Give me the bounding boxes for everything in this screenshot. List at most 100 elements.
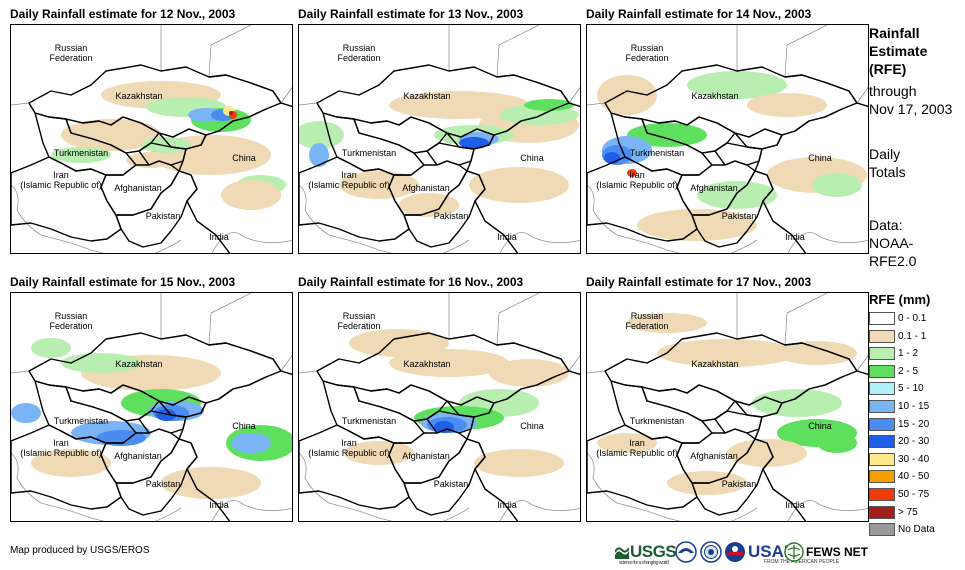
legend-swatch — [869, 347, 895, 361]
rainfall-patch — [637, 209, 757, 241]
country-border — [299, 156, 410, 242]
rainfall-patch — [469, 167, 569, 203]
legend-item: No Data — [869, 521, 964, 539]
country-border — [466, 342, 580, 521]
rainfall-patch — [339, 171, 419, 199]
minor-border — [299, 293, 580, 374]
map-label-turkmenistan: Turkmenistan — [629, 148, 685, 158]
rainfall-patch — [231, 433, 271, 453]
legend-item: 15 - 20 — [869, 416, 964, 434]
map-label-afghanistan: Afghanistan — [690, 451, 738, 461]
rainfall-patch — [459, 137, 489, 149]
rainfall-patch — [627, 313, 707, 333]
map-label-kazakhstan: Kazakhstan — [691, 91, 739, 101]
usgs-logo: USGS science for a changing world — [615, 540, 677, 566]
map-label-india: India — [209, 232, 229, 242]
country-border — [11, 424, 122, 510]
rainfall-map — [587, 293, 868, 521]
map-label-afghanistan: Afghanistan — [690, 183, 738, 193]
panel-title-16-nov: Daily Rainfall estimate for 16 Nov., 200… — [298, 275, 524, 289]
rainfall-patch — [229, 111, 233, 115]
map-label-afghanistan: Afghanistan — [402, 183, 450, 193]
legend-item: 1 - 2 — [869, 345, 964, 363]
rainfall-patch — [389, 91, 529, 119]
country-border — [587, 424, 698, 510]
rainfall-patch — [597, 75, 657, 115]
rainfall-patch — [627, 123, 707, 147]
rainfall-map — [299, 25, 580, 253]
rainfall-map — [587, 25, 868, 253]
legend-swatch — [869, 523, 895, 537]
legend-item: 0.1 - 1 — [869, 328, 964, 346]
map-label-china: China — [808, 153, 832, 163]
legend-label: 2 - 5 — [898, 365, 919, 377]
rainfall-patch — [627, 169, 637, 177]
country-border — [641, 116, 736, 154]
legend-swatch — [869, 505, 895, 519]
legend-label: 5 - 10 — [898, 383, 924, 395]
rainfall-patch — [524, 99, 574, 111]
legend-label: 50 - 75 — [898, 488, 930, 500]
panel-title-17-nov: Daily Rainfall estimate for 17 Nov., 200… — [586, 275, 812, 289]
minor-border — [11, 25, 292, 106]
usgs-logo-text: USGS — [630, 542, 677, 561]
rainfall-patch — [31, 338, 71, 358]
rainfall-patch — [389, 349, 509, 377]
country-border — [178, 342, 292, 521]
map-label-turkmenistan: Turkmenistan — [629, 416, 685, 426]
rainfall-map — [11, 25, 292, 253]
panel-title-12-nov: Daily Rainfall estimate for 12 Nov., 200… — [10, 7, 236, 21]
legend-label: 40 - 50 — [898, 471, 930, 483]
legend-title: RFE (mm) — [869, 292, 931, 307]
rainfall-patch — [727, 439, 807, 467]
rainfall-patch — [812, 173, 862, 197]
country-border — [754, 342, 868, 521]
rainfall-patch — [11, 403, 41, 423]
legend-item: 5 - 10 — [869, 380, 964, 398]
country-border — [178, 74, 292, 253]
usgs-logo-tagline: science for a changing world — [619, 560, 669, 566]
side-heading: Rainfall Estimate (RFE) — [869, 25, 928, 77]
side-data-source: Data: NOAA- RFE2.0 — [869, 217, 917, 269]
rainfall-patch — [747, 93, 827, 117]
noaa-logo — [675, 540, 697, 564]
rainfall-patch — [344, 441, 414, 465]
legend-label: No Data — [898, 524, 935, 536]
map-panel-13-nov: Russian Federation Kazakhstan Turkmenistan I… — [298, 24, 581, 254]
rainfall-patch — [31, 449, 111, 477]
map-label-russia: Russian Federation — [49, 43, 93, 63]
legend-label: 1 - 2 — [898, 348, 919, 360]
minor-border — [11, 293, 292, 374]
legend-item: 50 - 75 — [869, 486, 964, 504]
map-label-afghanistan: Afghanistan — [114, 183, 162, 193]
legend-item: 10 - 15 — [869, 398, 964, 416]
map-label-iran: Iran (Islamic Republic of) — [596, 170, 678, 190]
map-label-china: China — [232, 153, 256, 163]
map-label-china: China — [808, 421, 832, 431]
panel-title-15-nov: Daily Rainfall estimate for 15 Nov., 200… — [10, 275, 236, 289]
country-border — [466, 74, 580, 253]
rainfall-patch — [141, 137, 191, 153]
map-label-russia: Russian Federation — [49, 311, 93, 331]
map-panel-12-nov: Russian Federation Kazakhstan Turkmenistan I… — [10, 24, 293, 254]
country-border — [11, 156, 122, 242]
map-label-kazakhstan: Kazakhstan — [115, 359, 163, 369]
country-border — [587, 156, 698, 242]
map-label-iran: Iran (Islamic Republic of) — [308, 438, 390, 458]
rainfall-patch — [777, 341, 857, 365]
map-label-pakistan: Pakistan — [145, 479, 181, 489]
map-label-pakistan: Pakistan — [145, 211, 181, 221]
map-label-india: India — [785, 232, 805, 242]
minor-border — [587, 25, 868, 106]
map-label-kazakhstan: Kazakhstan — [115, 91, 163, 101]
map-label-china: China — [520, 421, 544, 431]
fews-net-logo-text: FEWS NET — [806, 545, 868, 559]
rainfall-patch — [299, 121, 344, 149]
map-label-russia: Russian Federation — [625, 311, 669, 331]
rainfall-patch — [399, 193, 459, 217]
country-border — [353, 384, 448, 422]
map-label-russia: Russian Federation — [337, 311, 381, 331]
rainfall-patch — [61, 119, 161, 151]
map-label-pakistan: Pakistan — [721, 211, 757, 221]
legend-swatch — [869, 312, 895, 325]
